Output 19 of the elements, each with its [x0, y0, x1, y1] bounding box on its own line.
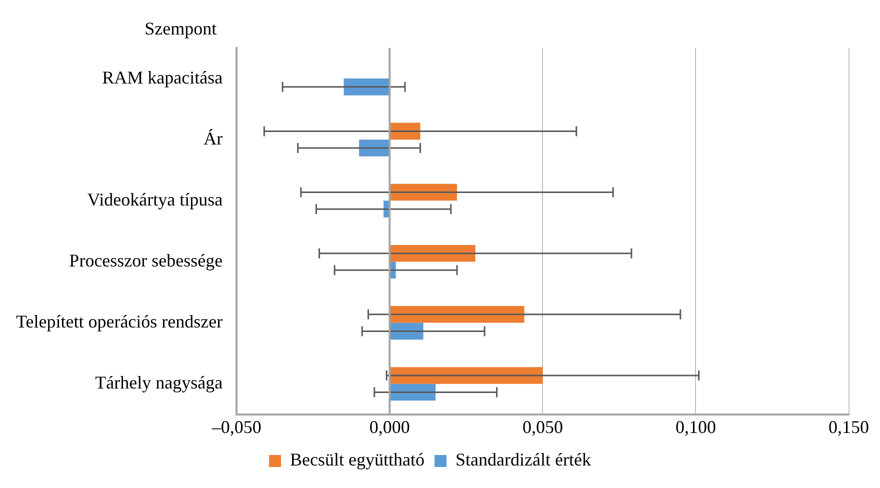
x-tick-label: 0,150	[828, 416, 869, 437]
legend-label: Becsült együttható	[290, 450, 425, 470]
y-tick-label: Ár	[204, 128, 223, 148]
y-tick-label: RAM kapacitása	[102, 67, 223, 88]
y-tick-label: Videokártya típusa	[87, 189, 223, 210]
x-tick-label: 0,000	[369, 416, 410, 437]
bar	[390, 262, 396, 279]
y-tick-label: Tárhely nagysága	[95, 372, 223, 393]
bar	[344, 78, 390, 96]
y-axis-title: Szempont	[144, 18, 217, 39]
y-tick-label: Processzor sebessége	[69, 250, 223, 270]
bar	[390, 367, 543, 384]
bar	[359, 140, 390, 156]
x-tick-label: –0,050	[210, 416, 262, 437]
legend-label: Standardizált érték	[456, 450, 591, 470]
bar	[390, 306, 524, 323]
x-tick-label: 0,100	[675, 416, 716, 437]
y-tick-label: Telepített operációs rendszer	[16, 312, 223, 332]
x-tick-label: 0,050	[522, 416, 563, 437]
